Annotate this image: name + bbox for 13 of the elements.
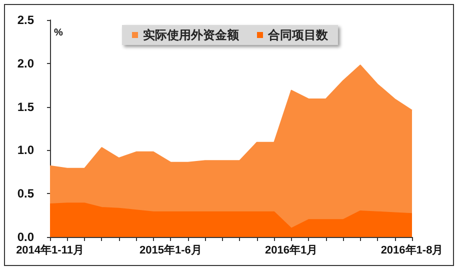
legend-label: 合同项目数 [267,28,329,42]
y-tick-label: 2.0 [17,56,34,70]
x-tick-label: 2015年1-6月 [139,244,202,256]
x-tick-label: 2014年1-11月 [16,244,84,256]
y-axis-title: % [54,28,63,38]
y-tick-label: 0.0 [17,230,34,244]
y-tick-label: 1.0 [17,143,34,158]
y-tick-label: 1.5 [17,100,34,114]
x-tick-label: 2016年1月 [265,244,318,256]
y-tick-label: 2.5 [17,13,34,27]
legend-label: 实际使用外资金额 [143,28,240,42]
x-tick-label: 2016年1-8月 [380,244,444,256]
y-tick-label: 0.5 [17,186,34,201]
